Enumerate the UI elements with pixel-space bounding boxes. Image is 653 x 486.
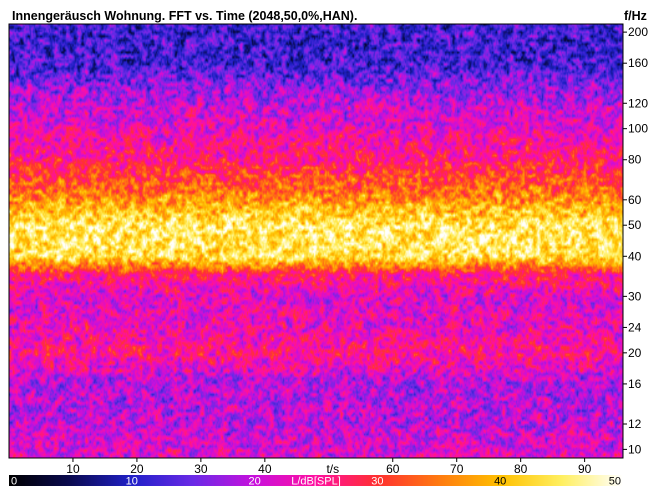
- y-tick-label: 24: [628, 320, 642, 334]
- y-tick-label: 12: [628, 417, 642, 431]
- colorbar: [9, 475, 623, 486]
- colorbar-tick-label: 20: [248, 476, 260, 486]
- x-tick-label: 40: [258, 462, 272, 476]
- spectrogram-canvas: [9, 24, 623, 458]
- x-tick-label: 10: [66, 462, 80, 476]
- spectrogram-heatmap: [9, 24, 623, 458]
- x-tick-label: 80: [514, 462, 528, 476]
- y-tick-label: 160: [628, 56, 648, 70]
- y-tick-label: 200: [628, 25, 648, 39]
- x-tick-label: 60: [386, 462, 400, 476]
- x-tick-label: 90: [578, 462, 592, 476]
- y-tick-label: 30: [628, 289, 642, 303]
- colorbar-tick-label: 10: [126, 476, 138, 486]
- colorbar-tick-label: 0: [11, 476, 17, 486]
- y-tick-label: 40: [628, 249, 642, 263]
- plot-border: [8, 23, 624, 459]
- colorbar-label: L/dB[SPL]: [291, 476, 341, 486]
- y-tick-label: 10: [628, 442, 642, 456]
- x-tick-label: 70: [450, 462, 464, 476]
- x-axis-label: t/s: [326, 462, 339, 476]
- y-tick-label: 80: [628, 153, 642, 167]
- y-tick-label: 20: [628, 346, 642, 360]
- y-tick-label: 120: [628, 96, 648, 110]
- y-tick-label: 16: [628, 377, 642, 391]
- colorbar-tick-label: 50: [609, 476, 621, 486]
- y-axis-label: f/Hz: [624, 9, 647, 23]
- chart-title: Innengeräusch Wohnung. FFT vs. Time (204…: [12, 9, 358, 23]
- y-tick-label: 100: [628, 122, 648, 136]
- y-tick-label: 50: [628, 218, 642, 232]
- colorbar-tick-label: 30: [371, 476, 383, 486]
- x-tick-label: 20: [130, 462, 144, 476]
- y-tick-label: 60: [628, 193, 642, 207]
- colorbar-tick-label: 40: [494, 476, 506, 486]
- x-tick-label: 30: [194, 462, 208, 476]
